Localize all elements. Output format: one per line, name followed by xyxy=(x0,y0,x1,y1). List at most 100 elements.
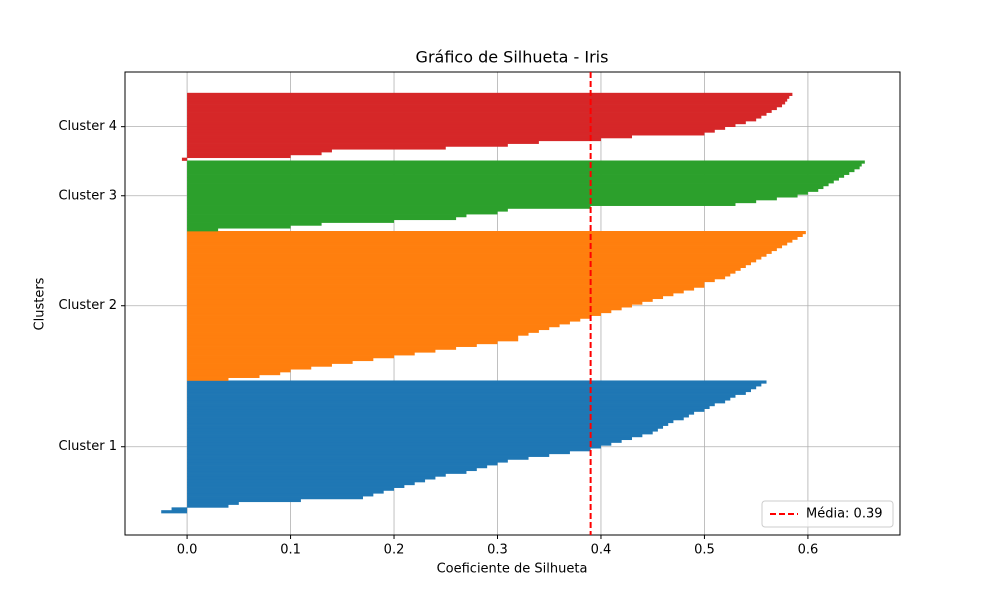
silhouette-bar xyxy=(187,431,653,435)
chart-title: Gráfico de Silhueta - Iris xyxy=(416,48,609,67)
silhouette-bar xyxy=(187,355,395,359)
silhouette-bar xyxy=(187,278,715,283)
silhouette-bar xyxy=(187,256,762,260)
silhouette-bar xyxy=(187,149,332,153)
silhouette-bar xyxy=(187,473,446,477)
silhouette-bar xyxy=(187,360,353,364)
silhouette-bar xyxy=(187,188,819,192)
silhouette-bar xyxy=(187,346,457,350)
silhouette-bar xyxy=(187,211,498,215)
silhouette-bar xyxy=(187,228,219,232)
silhouette-bar xyxy=(187,281,705,285)
silhouette-bar xyxy=(187,442,612,446)
silhouette-bar xyxy=(187,439,622,443)
silhouette-bar xyxy=(187,338,519,342)
silhouette-bar xyxy=(187,343,477,347)
silhouette-bar xyxy=(187,357,374,362)
silhouette-bar xyxy=(187,146,446,150)
silhouette-bar xyxy=(187,135,633,139)
silhouette-bar xyxy=(187,388,752,393)
silhouette-bar xyxy=(187,324,560,328)
silhouette-bar xyxy=(187,137,601,142)
x-tick-label: 0.3 xyxy=(487,543,508,558)
silhouette-bar xyxy=(187,434,643,438)
silhouette-bar xyxy=(187,290,684,294)
silhouette-bar xyxy=(187,197,777,201)
silhouette-bar xyxy=(187,481,415,486)
silhouette-bar xyxy=(187,504,229,508)
silhouette-bar xyxy=(187,394,736,398)
silhouette-bar xyxy=(187,456,529,460)
silhouette-bar xyxy=(187,245,783,249)
silhouette-bar xyxy=(187,264,746,269)
silhouette-bar xyxy=(187,295,664,300)
silhouette-bar xyxy=(187,428,658,432)
silhouette-bar xyxy=(187,216,457,221)
silhouette-bar xyxy=(187,377,229,381)
silhouette-bar xyxy=(187,273,731,277)
silhouette-bar xyxy=(187,417,684,421)
silhouette-bar xyxy=(187,400,726,404)
silhouette-bar xyxy=(187,366,312,370)
silhouette-bar xyxy=(187,467,477,472)
silhouette-bar xyxy=(187,445,601,449)
silhouette-bar xyxy=(187,183,829,187)
silhouette-bar xyxy=(187,126,726,130)
silhouette-bar xyxy=(187,391,746,395)
silhouette-bar xyxy=(187,123,736,128)
silhouette-bar xyxy=(187,253,767,257)
silhouette-bar xyxy=(187,349,436,353)
silhouette-bar xyxy=(187,372,281,376)
silhouette-bar xyxy=(187,408,705,412)
silhouette-bar xyxy=(187,340,498,345)
silhouette-bar xyxy=(187,239,793,243)
silhouette-bar xyxy=(187,425,664,429)
silhouette-bar xyxy=(187,448,591,452)
silhouette-bar xyxy=(187,422,669,426)
silhouette-bar xyxy=(187,231,806,235)
silhouette-bar xyxy=(187,496,363,500)
silhouette-bar xyxy=(187,326,550,331)
silhouette-bar xyxy=(187,479,426,483)
silhouette-bar xyxy=(187,202,736,206)
y-tick-label: Cluster 4 xyxy=(58,119,117,134)
silhouette-bar xyxy=(187,332,529,336)
silhouette-bar xyxy=(187,121,746,125)
silhouette-bar xyxy=(187,501,239,505)
silhouette-bar xyxy=(187,205,591,209)
silhouette-bar xyxy=(187,160,865,164)
silhouette-bar xyxy=(187,386,757,390)
silhouette-bar xyxy=(187,380,767,384)
x-tick-label: 0.1 xyxy=(280,543,301,558)
silhouette-bar xyxy=(187,397,731,401)
silhouette-bar xyxy=(187,214,467,218)
silhouette-bar xyxy=(187,405,710,410)
silhouette-bar xyxy=(187,129,715,133)
silhouette-bar xyxy=(187,219,395,223)
silhouette-bar xyxy=(187,287,695,291)
silhouette-bar xyxy=(187,487,395,491)
silhouette-bar xyxy=(187,168,855,173)
silhouette-bar xyxy=(187,208,508,212)
silhouette-bar xyxy=(187,180,834,184)
silhouette-bar xyxy=(187,106,777,111)
legend-label: Média: 0.39 xyxy=(806,507,883,522)
silhouette-bar xyxy=(187,262,752,266)
silhouette-bar xyxy=(187,436,633,441)
y-tick-label: Cluster 3 xyxy=(58,188,117,203)
silhouette-bar xyxy=(187,247,777,252)
silhouette-bar xyxy=(187,335,519,339)
silhouette-bar xyxy=(187,112,767,116)
silhouette-bar xyxy=(187,115,762,119)
silhouette-bar xyxy=(187,191,808,195)
silhouette-bar xyxy=(187,307,622,311)
bars xyxy=(161,92,865,514)
silhouette-bar xyxy=(187,465,488,469)
x-tick-label: 0.6 xyxy=(798,543,819,558)
silhouette-bar xyxy=(187,321,570,325)
silhouette-bar xyxy=(187,95,790,99)
silhouette-bar xyxy=(181,157,188,161)
x-tick-label: 0.5 xyxy=(694,543,715,558)
silhouette-bar xyxy=(187,185,824,190)
